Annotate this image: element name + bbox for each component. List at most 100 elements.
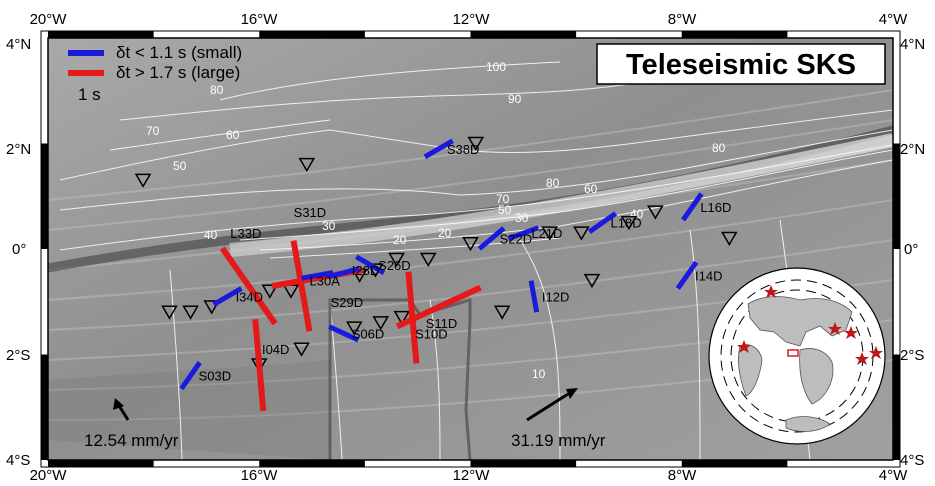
split-bar-small [327, 266, 360, 280]
contour-label: 50 [173, 159, 187, 173]
split-bar-large [405, 271, 420, 364]
station-label: I14D [695, 268, 722, 283]
station-label: S03D [199, 369, 232, 384]
contour-label: 80 [210, 83, 224, 97]
station-marker [298, 157, 316, 173]
frame-segment [41, 143, 48, 249]
contour-label: 20 [393, 233, 407, 247]
station-marker [393, 310, 411, 326]
contour-label: 10 [532, 367, 546, 381]
contour-label: 40 [630, 207, 644, 221]
contour-label: 70 [146, 124, 160, 138]
legend-small-label: δt < 1.1 s (small) [116, 43, 242, 62]
contour-label: 60 [584, 182, 598, 196]
age-contours [59, 61, 893, 460]
frame-segment [681, 460, 788, 467]
station-label: S06D [352, 326, 385, 341]
split-bar-small [587, 211, 618, 234]
lon-tick-bottom: 12°W [453, 467, 491, 484]
station-marker [462, 236, 479, 252]
landmass-south-america [738, 344, 763, 397]
earthquake-markers [737, 285, 883, 365]
legend-large-label: δt > 1.7 s (large) [116, 63, 240, 82]
lon-tick-bottom: 8°W [668, 467, 697, 484]
landmass-africa-south [799, 348, 834, 405]
title-box: Teleseismic SKS [596, 43, 886, 85]
landmass-africa-europe [747, 296, 853, 347]
frame-segment [41, 354, 48, 460]
plate-boundary [328, 297, 472, 460]
frame-segment [48, 460, 154, 467]
lat-tick-right: 2°N [900, 141, 925, 158]
station-label: S26D [378, 258, 411, 273]
split-bar-small [681, 192, 704, 222]
station-marker [203, 300, 221, 315]
lat-tick-right: 2°S [900, 347, 924, 364]
lat-tick-left: 4°S [6, 452, 30, 469]
contour-label: 30 [322, 219, 336, 233]
split-bar-small [301, 270, 334, 281]
lon-tick-bottom: 20°W [30, 467, 68, 484]
station-marker [182, 305, 199, 320]
contour-label: 30 [515, 211, 529, 225]
station-marker [161, 305, 178, 320]
contour-labels: 100 90 80 70 60 50 40 30 20 80 70 60 50 … [146, 60, 726, 381]
stations-layer [134, 136, 738, 373]
frame-segment [681, 31, 788, 38]
frame-segment [48, 31, 154, 38]
station-marker [493, 305, 511, 320]
lon-tick-top: 8°W [668, 11, 697, 28]
lon-tick-bottom: 4°W [879, 467, 908, 484]
station-marker [372, 316, 390, 331]
study-area-box [787, 349, 799, 357]
station-label: L30A [310, 274, 341, 289]
split-bar-small [675, 260, 699, 290]
station-label: I04D [262, 342, 289, 357]
contour-label: 20 [438, 226, 452, 240]
frame-segment [893, 143, 900, 249]
frame-segment [470, 31, 577, 38]
split-bar-large [290, 240, 313, 332]
station-marker [573, 226, 590, 241]
station-marker [419, 252, 437, 268]
split-bar-small [507, 225, 540, 241]
station-label: L33D [230, 226, 261, 241]
lon-tick-top: 12°W [453, 11, 491, 28]
contour-label: 60 [226, 128, 240, 142]
split-bar-small [355, 254, 386, 275]
contour-label: 100 [486, 60, 506, 74]
lat-tick-right: 4°N [900, 36, 925, 53]
split-bar-large [219, 246, 278, 326]
station-label: I34D [236, 289, 263, 304]
station-label: S38D [447, 142, 480, 157]
lat-tick-right: 4°S [900, 452, 924, 469]
station-marker [620, 215, 638, 231]
plate-motion-arrow: 31.19 mm/yr [511, 388, 606, 450]
axis-labels: 20°W 16°W 12°W 8°W 4°W 20°W 16°W 12°W 8°… [6, 11, 925, 484]
station-label: S10D [415, 326, 448, 341]
lat-tick-right: 0° [904, 241, 918, 258]
station-marker [541, 226, 559, 241]
split-bar-small [179, 361, 202, 391]
lon-tick-top: 4°W [879, 11, 908, 28]
lat-tick-left: 4°N [6, 36, 31, 53]
split-bar-small [212, 286, 243, 307]
station-label: S29D [331, 295, 364, 310]
frame-segment [470, 460, 577, 467]
plate-motion-label: 12.54 mm/yr [84, 431, 179, 450]
lat-tick-left: 2°N [6, 141, 31, 158]
station-marker [720, 231, 738, 246]
station-label: L21D [531, 226, 562, 241]
map-title: Teleseismic SKS [626, 49, 856, 81]
station-label: S22D [500, 231, 533, 246]
lat-tick-left: 2°S [6, 347, 30, 364]
frame-segment [259, 31, 365, 38]
station-marker [346, 321, 363, 336]
split-bar-small [477, 226, 506, 251]
legend: δt < 1.1 s (small) δt > 1.7 s (large) 1 … [68, 43, 242, 104]
ridge-band [229, 133, 893, 257]
frame-outer [40, 30, 901, 468]
station-marker [467, 136, 485, 151]
landmass-antarctica [785, 416, 831, 432]
